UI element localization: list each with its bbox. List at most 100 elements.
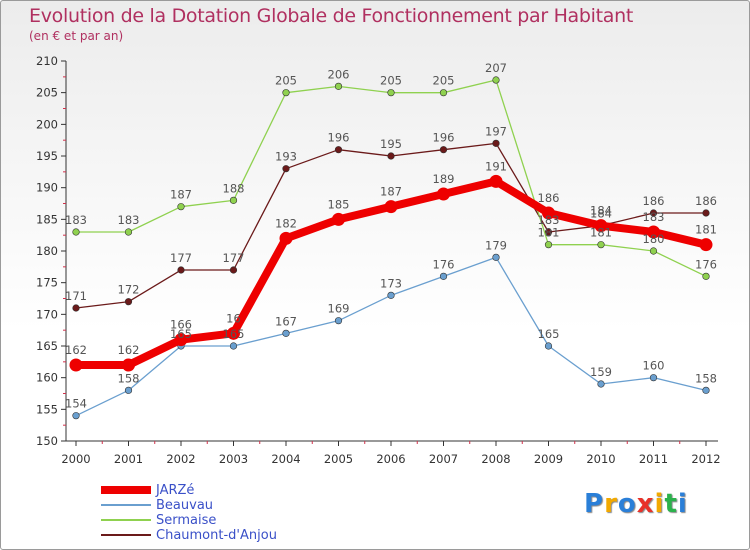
y-tick-label: 170	[36, 307, 58, 321]
x-tick-label: 2002	[166, 452, 195, 466]
data-point-beauvau	[649, 374, 658, 382]
data-label-jarz-: 166	[170, 318, 192, 332]
data-point-chaumont-d-anjou	[124, 298, 133, 306]
data-label-beauvau: 154	[65, 397, 87, 411]
data-labels-layer: 171 172 177 177 193 196 195 196 197 183 184 186 186 1…	[65, 61, 717, 411]
data-point-beauvau	[229, 342, 238, 350]
x-tick-label: 2001	[114, 452, 143, 466]
data-label-jarz-: 162	[118, 343, 140, 357]
y-tick-label: 190	[36, 181, 58, 195]
data-label-sermaise: 207	[485, 61, 507, 75]
chart-subtitle: (en € et par an)	[29, 29, 124, 43]
x-tick-label: 2008	[481, 452, 510, 466]
data-point-beauvau	[124, 386, 133, 394]
data-point-sermaise	[544, 241, 553, 249]
data-label-chaumont-d-anjou: 186	[643, 194, 665, 208]
data-point-sermaise	[439, 89, 448, 97]
logo-letter: o	[617, 489, 637, 519]
data-label-sermaise: 176	[695, 257, 717, 271]
data-label-beauvau: 169	[328, 302, 350, 316]
data-point-beauvau	[72, 412, 80, 420]
data-point-beauvau	[597, 380, 605, 388]
x-tick-label: 2012	[691, 452, 720, 466]
data-point-sermaise	[282, 89, 290, 97]
data-label-beauvau: 158	[118, 371, 140, 385]
data-point-beauvau	[702, 386, 710, 394]
data-label-chaumont-d-anjou: 177	[170, 251, 192, 265]
data-label-sermaise: 180	[643, 232, 665, 246]
logo-letter: P	[584, 489, 605, 519]
data-label-chaumont-d-anjou: 184	[590, 207, 612, 221]
legend-swatch-jarze	[101, 486, 151, 494]
data-point-chaumont-d-anjou	[492, 139, 500, 147]
data-point-sermaise	[492, 76, 500, 84]
data-point-jarz-	[647, 225, 660, 239]
data-label-sermaise: 188	[223, 181, 245, 195]
data-point-jarz-	[279, 231, 293, 245]
data-point-jarz-	[489, 174, 503, 188]
data-label-chaumont-d-anjou: 186	[695, 194, 717, 208]
data-point-sermaise	[124, 228, 133, 236]
data-point-jarz-	[699, 238, 713, 252]
data-point-beauvau	[544, 342, 553, 350]
logo-letter: r	[604, 489, 618, 519]
data-point-sermaise	[72, 228, 80, 236]
y-tick-label: 155	[36, 402, 58, 416]
data-label-chaumont-d-anjou: 172	[118, 283, 140, 297]
data-label-jarz-: 182	[275, 216, 297, 230]
data-label-jarz-: 16	[226, 311, 241, 325]
y-tick-label: 210	[36, 54, 58, 68]
data-label-sermaise: 205	[380, 74, 402, 88]
data-label-jarz-: 162	[65, 343, 87, 357]
data-point-beauvau	[334, 317, 343, 325]
legend-swatch-chaumont	[101, 534, 151, 536]
y-tick-label: 200	[36, 117, 58, 131]
data-label-beauvau: 160	[643, 359, 665, 373]
data-label-chaumont-d-anjou: 196	[433, 131, 455, 145]
data-point-chaumont-d-anjou	[544, 228, 553, 236]
y-tick-label: 205	[36, 86, 58, 100]
data-label-beauvau: 159	[590, 365, 612, 379]
data-label-beauvau: 173	[380, 276, 402, 290]
data-label-chaumont-d-anjou: 171	[65, 289, 87, 303]
data-label-jarz-: 183	[643, 210, 665, 224]
x-tick-label: 2011	[639, 452, 668, 466]
data-label-jarz-: 189	[433, 172, 455, 186]
data-point-chaumont-d-anjou	[72, 304, 80, 312]
axes: 150 155 160 165 170 175 180 185 190 195 200 205 210 2…	[36, 54, 721, 466]
x-tick-label: 2004	[271, 452, 300, 466]
x-tick-label: 2000	[61, 452, 90, 466]
x-tick-label: 2005	[324, 452, 353, 466]
data-point-chaumont-d-anjou	[229, 266, 238, 274]
data-label-beauvau: 165	[223, 327, 245, 341]
data-point-beauvau	[387, 291, 395, 299]
x-tick-label: 2007	[429, 452, 458, 466]
data-label-chaumont-d-anjou: 196	[328, 131, 350, 145]
data-point-jarz-	[384, 200, 398, 214]
data-label-jarz-: 186	[538, 191, 560, 205]
y-tick-label: 185	[36, 212, 58, 226]
y-tick-label: 195	[36, 149, 58, 163]
data-label-sermaise: 187	[170, 188, 192, 202]
data-point-jarz-	[69, 358, 83, 372]
data-point-sermaise	[177, 203, 185, 211]
series-line-sermaise	[76, 79, 707, 277]
data-point-jarz-	[174, 333, 188, 347]
data-label-beauvau: 158	[695, 371, 717, 385]
legend-swatch-sermaise	[101, 519, 151, 521]
x-tick-label: 2010	[586, 452, 615, 466]
data-point-chaumont-d-anjou	[282, 165, 290, 173]
data-label-sermaise: 183	[65, 213, 87, 227]
data-point-beauvau	[439, 272, 448, 280]
y-tick-label: 160	[36, 371, 58, 385]
logo-letter: t	[664, 489, 678, 519]
data-label-sermaise: 183	[118, 213, 140, 227]
data-label-sermaise: 205	[433, 74, 455, 88]
data-label-chaumont-d-anjou: 183	[538, 213, 560, 227]
data-point-chaumont-d-anjou	[387, 152, 395, 160]
data-point-jarz-	[227, 326, 240, 340]
data-label-jarz-: 191	[485, 159, 507, 173]
data-label-jarz-: 187	[380, 185, 402, 199]
